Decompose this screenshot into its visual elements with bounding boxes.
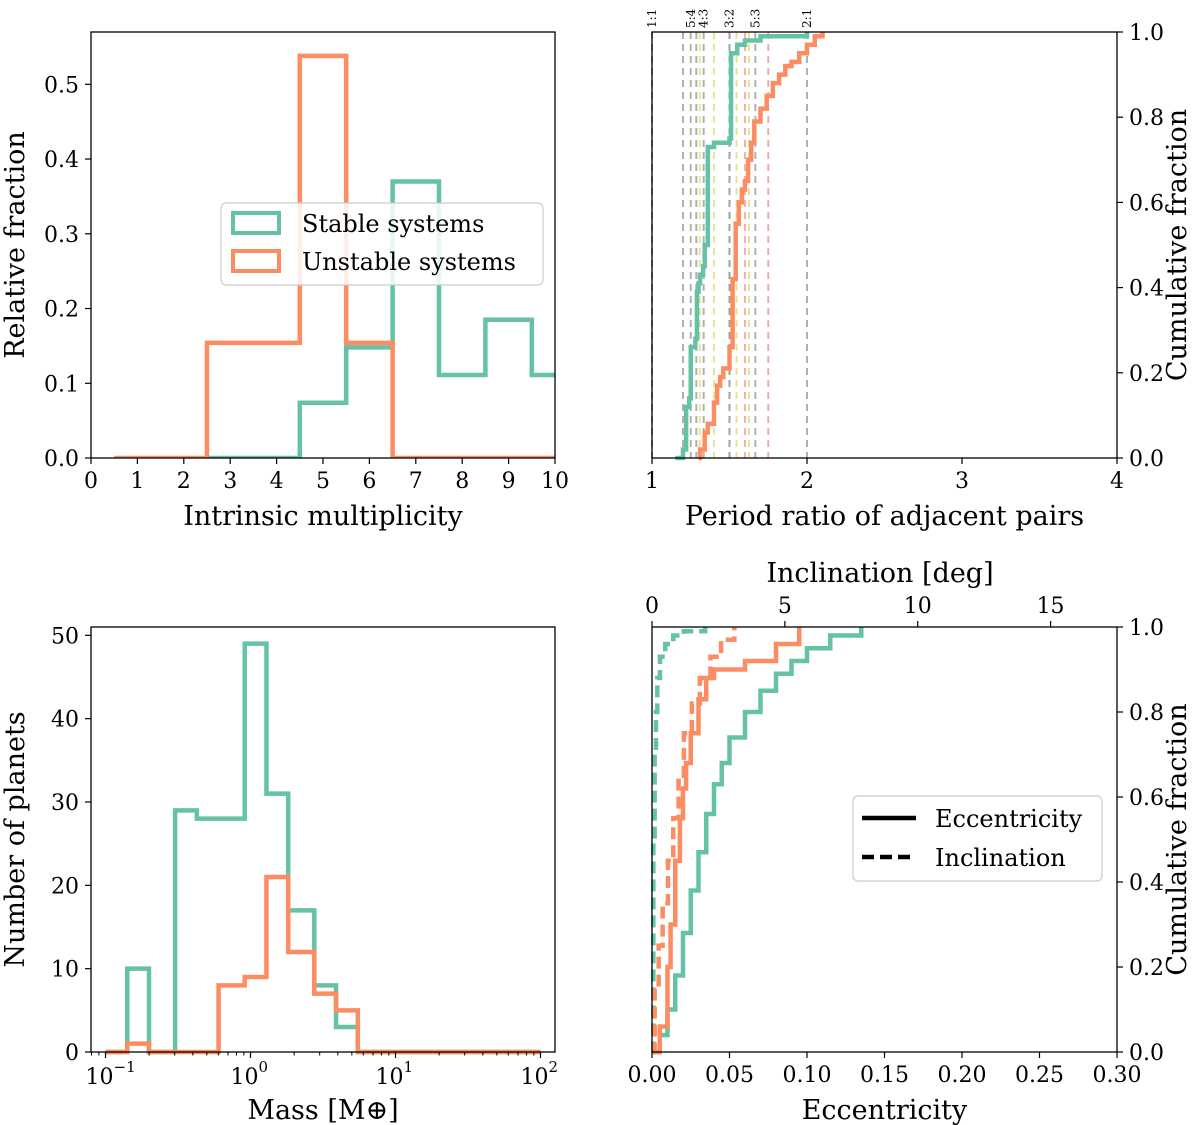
y-tick-label: 0.1: [44, 372, 79, 397]
x-axis-label: Eccentricity: [802, 1095, 968, 1125]
y-tick-label: 0.4: [1129, 277, 1164, 302]
y-tick-label: 0.0: [1129, 1041, 1164, 1066]
y-tick-label: 0.3: [44, 223, 79, 248]
y-tick-label: 0.5: [44, 73, 79, 98]
x-tick-label: 10: [376, 1065, 404, 1090]
y-axis-label: Cumulative fraction: [1162, 703, 1193, 975]
x-tick-label: 0.30: [1093, 1063, 1142, 1088]
resonance-label: 5:3: [748, 9, 762, 28]
y-tick-label: 50: [51, 624, 79, 649]
x-tick-label: 4: [270, 469, 284, 494]
y-axis-label: Relative fraction: [0, 131, 31, 359]
y-tick-label: 0: [65, 1041, 79, 1066]
cdf-series-unstable-inclination: [652, 627, 737, 1055]
x-tick-label: 0.25: [1015, 1063, 1064, 1088]
x-tick-exponent: −1: [114, 1058, 136, 1076]
y-tick-label: 0.4: [44, 148, 79, 173]
resonance-label: 2:1: [800, 9, 814, 28]
x-axis-label: Period ratio of adjacent pairs: [685, 501, 1084, 532]
x-tick-label: 10: [541, 469, 569, 494]
mass-plot-frame: [90, 626, 556, 1053]
x-tick-label: 2: [177, 469, 191, 494]
legend-swatch-stable: [231, 211, 281, 235]
legend-label-stable: Stable systems: [302, 210, 484, 238]
x-axis-label: Intrinsic multiplicity: [183, 501, 463, 532]
x-tick-label: 0.15: [860, 1063, 909, 1088]
y-tick-label: 1.0: [1129, 616, 1164, 641]
x-tick-exponent: 0: [259, 1058, 269, 1076]
y-tick-label: 0.8: [1129, 106, 1164, 131]
x-tick-label: 6: [362, 469, 376, 494]
y-tick-label: 0.2: [1129, 956, 1164, 981]
y-tick-label: 0.4: [1129, 871, 1164, 896]
legend-swatch-unstable: [231, 249, 281, 273]
x-tick-label: 0.10: [783, 1063, 832, 1088]
x-tick-label: 7: [409, 469, 423, 494]
resonance-label: 4:3: [697, 9, 711, 28]
x2-tick-label: 10: [904, 594, 932, 619]
x-tick-label: 5: [316, 469, 330, 494]
x-tick-label: 9: [502, 469, 516, 494]
x-tick-label: 0.05: [705, 1063, 754, 1088]
period-ratio-plot-frame: [651, 31, 1118, 459]
x-tick-label: 10: [521, 1065, 549, 1090]
x-axis-label: Mass [M⊕]: [247, 1095, 398, 1125]
x2-tick-label: 5: [778, 594, 792, 619]
x-tick-label: 8: [455, 469, 469, 494]
resonance-label: 1:1: [645, 9, 659, 28]
x-tick-label: 3: [955, 469, 969, 494]
x2-tick-label: 15: [1037, 594, 1065, 619]
x2-tick-label: 0: [645, 594, 659, 619]
histogram-series-unstable: [114, 53, 555, 458]
resonance-label: 5:4: [684, 8, 698, 28]
y-axis-label: Cumulative fraction: [1162, 109, 1193, 381]
x2-axis-label: Inclination [deg]: [766, 558, 993, 589]
y-tick-label: 20: [51, 874, 79, 899]
x-tick-label: 4: [1110, 469, 1124, 494]
y-tick-label: 0.8: [1129, 701, 1164, 726]
x-tick-label: 0.20: [938, 1063, 987, 1088]
x-tick-label: 2: [800, 469, 814, 494]
x-tick-label: 1: [130, 469, 144, 494]
y-tick-label: 30: [51, 791, 79, 816]
x-tick-exponent: 1: [404, 1058, 414, 1076]
y-tick-label: 0.0: [1129, 447, 1164, 472]
y-tick-label: 0.2: [44, 298, 79, 323]
x-tick-exponent: 2: [549, 1058, 559, 1076]
legend-label-eccentricity: Eccentricity: [935, 805, 1083, 833]
cdf-series-unstable: [697, 32, 825, 461]
legend-label-inclination: Inclination: [935, 844, 1066, 872]
histogram-series-stable: [207, 179, 555, 458]
y-tick-label: 0.2: [1129, 362, 1164, 387]
x-tick-label: 1: [645, 469, 659, 494]
cdf-series-stable-inclination: [651, 627, 708, 1055]
x-tick-label: 3: [223, 469, 237, 494]
y-tick-label: 1.0: [1129, 21, 1164, 46]
y-axis-label: Number of planets: [0, 711, 31, 967]
cdf-series-stable: [675, 32, 810, 461]
y-tick-label: 0.0: [44, 447, 79, 472]
legend-box: [220, 202, 544, 286]
histogram-series-unstable: [105, 874, 541, 1055]
x-tick-label: 0.00: [628, 1063, 677, 1088]
resonance-label: 3:2: [723, 9, 737, 28]
y-tick-label: 0.6: [1129, 786, 1164, 811]
x-tick-label: 0: [84, 469, 98, 494]
y-tick-label: 10: [51, 958, 79, 983]
x-tick-label: 10: [86, 1065, 114, 1090]
cdf-series-unstable-eccentricity: [652, 627, 802, 1055]
legend-label-unstable: Unstable systems: [302, 248, 516, 276]
cdf-series-stable-eccentricity: [652, 627, 864, 1055]
y-tick-label: 0.6: [1129, 191, 1164, 216]
histogram-series-stable: [105, 641, 541, 1055]
x-tick-label: 10: [231, 1065, 259, 1090]
y-tick-label: 40: [51, 708, 79, 733]
